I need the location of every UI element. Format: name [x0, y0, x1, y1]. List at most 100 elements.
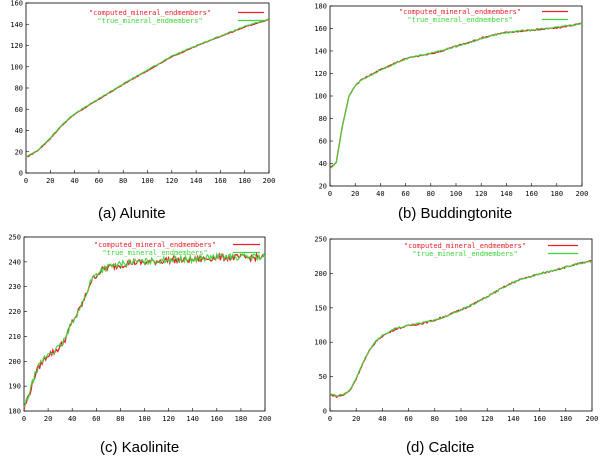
y-tick-label: 120	[10, 42, 23, 50]
series-line-computed-mineral-endmembers	[25, 19, 269, 158]
x-tick-label: 40	[376, 190, 384, 198]
x-tick-label: 40	[378, 415, 386, 423]
y-tick-label: 40	[319, 160, 327, 168]
y-tick-label: 50	[319, 373, 327, 381]
x-tick-label: 0	[328, 415, 332, 423]
y-tick-label: 160	[314, 25, 327, 33]
caption-alunite: (a) Alunite	[98, 205, 166, 222]
y-tick-label: 0	[323, 408, 327, 416]
x-tick-label: 20	[351, 190, 359, 198]
series-line-true-mineral-endmembers	[329, 260, 593, 397]
x-tick-label: 160	[525, 190, 538, 198]
x-tick-label: 60	[92, 415, 100, 423]
chart-kaolinite: 0 20 40 60 80 100 120 140 160 180 200 180 190 200 210 2…	[8, 234, 272, 424]
x-tick-label: 60	[404, 415, 412, 423]
x-tick-label: 80	[431, 415, 439, 423]
y-tick-label: 140	[314, 48, 327, 56]
x-tick-label: 200	[263, 177, 276, 185]
caption-kaolinite: (c) Kaolinite	[100, 439, 180, 456]
legend-label-true-mineral-endmembers: "true_mineral_endmembers"	[407, 16, 512, 24]
x-tick-label: 200	[586, 415, 599, 423]
x-tick-label: 140	[507, 415, 520, 423]
legend-label-true-mineral-endmembers: "true_mineral_endmembers"	[412, 250, 517, 258]
y-tick-label: 20	[15, 148, 23, 156]
x-tick-label: 80	[119, 177, 127, 185]
y-tick-label: 220	[8, 308, 21, 316]
y-tick-label: 100	[314, 93, 327, 101]
chart-alunite: 0 20 40 60 80 100 120 140 160 180 200 0 20 40 60 80 100 1…	[10, 0, 276, 185]
y-tick-label: 100	[314, 339, 327, 347]
y-tick-label: 250	[314, 236, 327, 244]
legend-label-computed-mineral-endmembers: "computed_mineral_endmembers"	[94, 241, 216, 249]
x-tick-label: 60	[95, 177, 103, 185]
y-tick-label: 80	[319, 115, 327, 123]
y-tick-label: 80	[15, 85, 23, 93]
x-tick-label: 160	[214, 177, 227, 185]
y-tick-label: 240	[8, 258, 21, 266]
x-tick-label: 140	[186, 415, 199, 423]
x-tick-label: 120	[475, 190, 488, 198]
legend-label-true-mineral-endmembers: "true_mineral_endmembers"	[102, 249, 207, 257]
legend-label-computed-mineral-endmembers: "computed_mineral_endmembers"	[89, 9, 211, 17]
x-tick-label: 20	[44, 415, 52, 423]
x-tick-label: 80	[427, 190, 435, 198]
x-tick-label: 100	[455, 415, 468, 423]
x-tick-label: 0	[22, 415, 26, 423]
x-tick-label: 160	[210, 415, 223, 423]
series-line-computed-mineral-endmembers	[329, 22, 583, 170]
y-tick-label: 160	[10, 0, 23, 8]
x-tick-label: 120	[165, 177, 178, 185]
x-tick-label: 180	[235, 415, 248, 423]
caption-buddingtonite: (b) Buddingtonite	[398, 205, 513, 222]
y-tick-label: 180	[314, 3, 327, 11]
x-tick-label: 180	[550, 190, 563, 198]
x-tick-label: 20	[46, 177, 54, 185]
x-tick-label: 0	[24, 177, 28, 185]
panel-kaolinite: 0 20 40 60 80 100 120 140 160 180 200 180 190 200 210 2…	[0, 231, 300, 462]
x-tick-label: 180	[559, 415, 572, 423]
x-tick-label: 140	[190, 177, 203, 185]
x-tick-label: 200	[576, 190, 589, 198]
x-tick-label: 60	[401, 190, 409, 198]
series-line-computed-mineral-endmembers	[23, 251, 266, 411]
panel-alunite: 0 20 40 60 80 100 120 140 160 180 200 0 20 40 60 80 100 1…	[0, 0, 300, 231]
x-tick-label: 160	[533, 415, 546, 423]
y-tick-label: 230	[8, 283, 21, 291]
y-tick-label: 40	[15, 127, 23, 135]
x-tick-label: 180	[238, 177, 251, 185]
plot-frame	[329, 5, 583, 187]
x-tick-label: 100	[450, 190, 463, 198]
y-tick-label: 120	[314, 70, 327, 78]
plot-frame	[329, 238, 593, 412]
y-tick-label: 150	[314, 304, 327, 312]
y-tick-label: 250	[8, 234, 21, 242]
y-tick-label: 210	[8, 333, 21, 341]
y-tick-label: 200	[314, 270, 327, 278]
x-tick-label: 40	[68, 415, 76, 423]
series-line-true-mineral-endmembers	[25, 18, 270, 158]
y-tick-label: 200	[8, 358, 21, 366]
legend-label-computed-mineral-endmembers: "computed_mineral_endmembers"	[404, 242, 526, 250]
x-tick-label: 80	[116, 415, 124, 423]
y-tick-label: 190	[8, 383, 21, 391]
chart-buddingtonite: 0 20 40 60 80 100 120 140 160 180 2002040608010012…	[314, 3, 589, 199]
series-line-true-mineral-endmembers	[23, 251, 266, 408]
x-tick-label: 0	[328, 190, 332, 198]
panel-buddingtonite: 0 20 40 60 80 100 120 140 160 180 200 20 40 60 80 100 12…	[300, 0, 600, 231]
y-tick-label: 140	[10, 21, 23, 29]
y-tick-label: 180	[8, 408, 21, 416]
x-tick-label: 100	[138, 415, 151, 423]
y-tick-label: 100	[10, 63, 23, 71]
caption-calcite: (d) Calcite	[406, 439, 475, 456]
chart-calcite: 0 20 40 60 80 100 120 140 160 180 200 0 50 100 150 200 2…	[314, 236, 599, 424]
series-line-computed-mineral-endmembers	[329, 259, 593, 399]
plot-frame	[25, 2, 270, 174]
x-tick-label: 40	[70, 177, 78, 185]
series-line-true-mineral-endmembers	[329, 23, 583, 170]
y-tick-label: 20	[319, 183, 327, 191]
x-tick-label: 200	[259, 415, 272, 423]
x-tick-label: 140	[500, 190, 513, 198]
y-tick-label: 0	[19, 170, 23, 178]
y-tick-label: 60	[319, 138, 327, 146]
x-tick-label: 120	[481, 415, 494, 423]
